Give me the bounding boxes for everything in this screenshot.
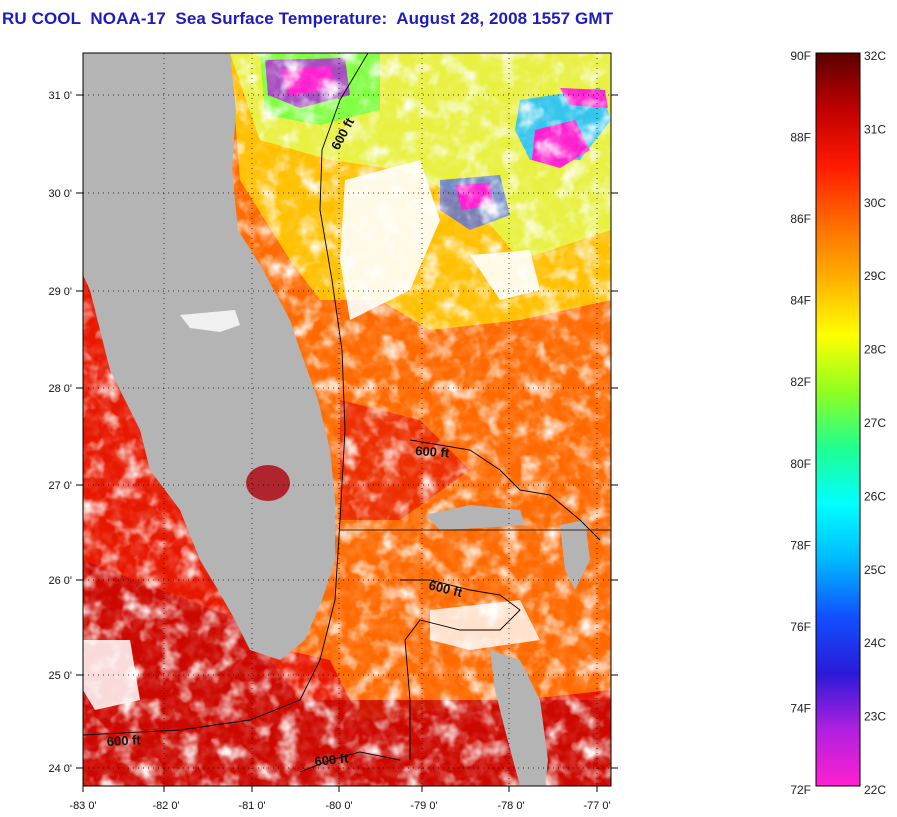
colorbar-f-label: 72F bbox=[790, 783, 811, 797]
colorbar-f-label: 90F bbox=[790, 49, 811, 63]
isobath-600ft bbox=[82, 52, 601, 773]
andros-island bbox=[490, 650, 548, 786]
celsius-labels: 32C 31C 30C 29C 28C 27C 26C 25C 24C 23C 22C bbox=[864, 49, 886, 797]
colorbar-c-label: 24C bbox=[864, 636, 886, 650]
cloud-bank-east bbox=[470, 250, 540, 300]
lat-label: 26 0' bbox=[48, 575, 72, 587]
colorbar-c-label: 32C bbox=[864, 49, 886, 63]
colorbar-f-label: 86F bbox=[790, 212, 811, 226]
axis-ticks bbox=[76, 94, 618, 792]
latitude-labels: 31 0' 30 0' 29 0' 28 0' 27 0' 26 0' 25 0… bbox=[48, 90, 72, 775]
longitude-labels: -83 0' -82 0' -81 0' -80 0' -79 0' -78 0… bbox=[69, 800, 610, 812]
colorbar-frame bbox=[815, 52, 861, 787]
lat-label: 27 0' bbox=[48, 480, 72, 492]
lake-okeechobee bbox=[246, 465, 290, 501]
sst-data-layer bbox=[83, 53, 611, 786]
colorbar-f-label: 84F bbox=[790, 294, 811, 308]
colorbar-c-label: 28C bbox=[864, 343, 886, 357]
colorbar-f-label: 76F bbox=[790, 620, 811, 634]
lat-label: 29 0' bbox=[48, 286, 72, 298]
colorbar-f-label: 80F bbox=[790, 457, 811, 471]
colorbar-c-label: 31C bbox=[864, 122, 886, 136]
colorbar-c-label: 27C bbox=[864, 416, 886, 430]
map-frame bbox=[82, 52, 612, 787]
temperature-colorbar: 90F 88F 86F 84F 82F 80F 78F 76F 74F 72F 32C 31C 30C… bbox=[790, 49, 886, 797]
colorbar-c-label: 25C bbox=[864, 563, 886, 577]
colorbar-f-label: 82F bbox=[790, 375, 811, 389]
grand-bahama-island bbox=[425, 505, 525, 530]
fahrenheit-labels: 90F 88F 86F 84F 82F 80F 78F 76F 74F 72F bbox=[790, 49, 811, 797]
lat-label: 31 0' bbox=[48, 90, 72, 102]
lon-label: -83 0' bbox=[69, 800, 96, 812]
colorbar-c-label: 26C bbox=[864, 489, 886, 503]
colorbar-f-label: 78F bbox=[790, 538, 811, 552]
cloud-bank-bahamas bbox=[430, 600, 540, 650]
colorbar-f-label: 88F bbox=[790, 131, 811, 145]
lat-label: 28 0' bbox=[48, 383, 72, 395]
abaco-island bbox=[560, 520, 590, 590]
lat-label: 24 0' bbox=[48, 763, 72, 775]
florida-landmass bbox=[83, 53, 335, 660]
contour-label-5: 600 ft bbox=[314, 750, 350, 769]
lon-label: -81 0' bbox=[238, 800, 265, 812]
lon-label: -79 0' bbox=[410, 800, 437, 812]
colorbar-c-label: 29C bbox=[864, 269, 886, 283]
colorbar-c-label: 22C bbox=[864, 783, 886, 797]
lat-label: 25 0' bbox=[48, 670, 72, 682]
lon-label: -80 0' bbox=[325, 800, 352, 812]
colorbar-f-label: 74F bbox=[790, 701, 811, 715]
map-title: RU COOL NOAA-17 Sea Surface Temperature:… bbox=[2, 9, 614, 28]
lon-label: -77 0' bbox=[583, 800, 610, 812]
cloud-bank-center bbox=[340, 160, 440, 320]
contour-label-2: 600 ft bbox=[415, 443, 451, 460]
lon-label: -82 0' bbox=[152, 800, 179, 812]
colorbar-c-label: 30C bbox=[864, 196, 886, 210]
lon-label: -78 0' bbox=[497, 800, 524, 812]
colorbar-gradient bbox=[816, 53, 860, 786]
inland-lakes bbox=[180, 310, 240, 332]
contour-label-4: 600 ft bbox=[106, 732, 141, 749]
lat-label: 30 0' bbox=[48, 188, 72, 200]
graticule bbox=[83, 53, 611, 786]
cloud-bank-sw bbox=[83, 640, 140, 710]
colorbar-c-label: 23C bbox=[864, 710, 886, 724]
